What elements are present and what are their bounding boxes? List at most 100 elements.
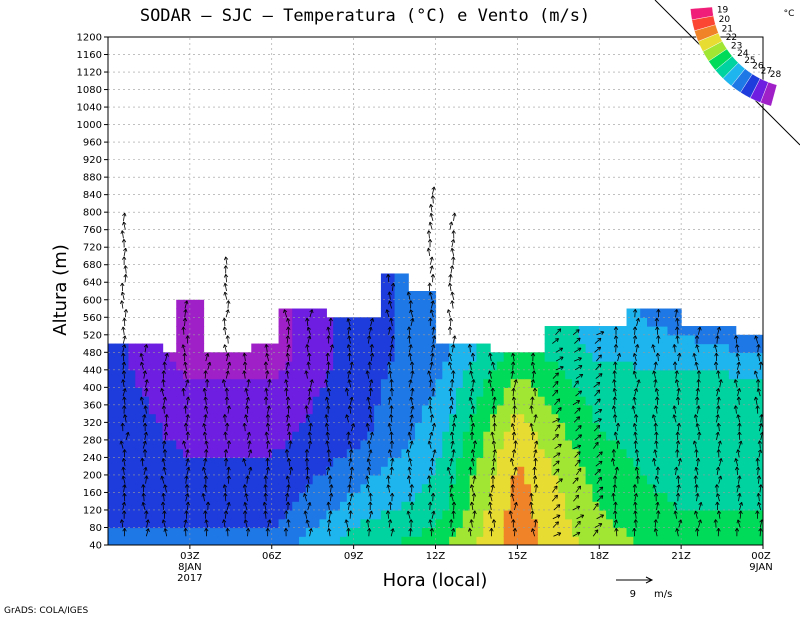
field-cell: [353, 457, 362, 467]
field-cell: [728, 343, 737, 353]
field-cell: [196, 352, 205, 362]
field-cell: [162, 422, 170, 432]
field-cell: [333, 536, 341, 545]
field-cell: [749, 352, 757, 362]
field-cell: [155, 448, 164, 459]
field-cell: [415, 396, 423, 406]
field-cell: [169, 483, 177, 494]
field-cell: [333, 518, 341, 529]
wind-barb: [448, 221, 454, 230]
field-cell: [606, 466, 614, 476]
y-tick-label: 120: [83, 505, 102, 516]
wind-barb: [695, 493, 700, 502]
field-cell: [333, 501, 341, 511]
field-cell: [230, 396, 239, 406]
field-cell: [756, 431, 763, 441]
field-cell: [742, 466, 750, 476]
field-cell: [421, 483, 430, 494]
field-cell: [749, 501, 757, 511]
wind-barb: [164, 414, 169, 423]
field-cell: [196, 527, 205, 537]
field-cell: [285, 501, 293, 511]
field-cell: [496, 352, 505, 362]
field-cell: [565, 466, 573, 476]
field-cell: [217, 387, 225, 397]
field-cell: [135, 352, 143, 362]
field-cell: [278, 361, 286, 371]
field-cell: [496, 448, 505, 459]
x-tick-label: 00Z: [751, 551, 771, 562]
wind-barb: [222, 317, 227, 327]
field-cell: [339, 466, 348, 476]
field-cell: [687, 334, 696, 345]
field-cell: [271, 439, 280, 450]
field-cell: [326, 492, 334, 502]
wind-barb: [265, 528, 270, 537]
field-cell: [148, 474, 157, 485]
wind-barb: [737, 475, 742, 484]
field-cell: [408, 431, 416, 441]
wind-barb: [205, 353, 210, 362]
wind-barb: [510, 475, 515, 484]
field-cell: [585, 509, 594, 520]
wind-barb: [387, 423, 392, 432]
field-cell: [619, 396, 628, 406]
wind-barb: [450, 440, 455, 449]
field-cell: [455, 413, 464, 423]
wind-barb: [263, 361, 269, 370]
wind-barb: [758, 484, 763, 493]
wind-barb: [432, 449, 437, 458]
field-cell: [565, 413, 573, 423]
field-cell: [640, 413, 648, 423]
wind-barb: [365, 519, 371, 528]
field-cell: [353, 466, 362, 476]
field-cell: [394, 439, 402, 450]
field-cell: [435, 509, 443, 520]
field-cell: [230, 439, 239, 450]
field-cell: [537, 483, 546, 494]
field-cell: [612, 492, 621, 502]
field-cell: [278, 378, 286, 388]
wind-barb: [144, 379, 149, 388]
field-cell: [319, 404, 327, 415]
field-cell: [483, 413, 491, 423]
field-cell: [108, 483, 116, 494]
field-cell: [251, 413, 259, 423]
wind-barb: [696, 405, 701, 414]
wind-barb: [716, 493, 721, 502]
field-cell: [551, 492, 559, 502]
field-cell: [367, 474, 375, 485]
field-cell: [299, 396, 307, 406]
field-cell: [128, 396, 136, 406]
field-cell: [148, 492, 157, 502]
field-cell: [531, 413, 539, 423]
field-cell: [121, 483, 130, 494]
field-cell: [326, 527, 334, 537]
wind-barb: [185, 379, 190, 388]
field-cell: [374, 378, 382, 388]
field-cell: [387, 334, 396, 345]
field-cell: [155, 369, 164, 380]
field-cell: [551, 448, 559, 459]
field-cell: [264, 352, 273, 362]
x-tick-year: 2017: [177, 573, 202, 584]
wind-barb: [121, 238, 127, 248]
field-cell: [346, 527, 355, 537]
field-cell: [728, 378, 737, 388]
field-cell: [537, 492, 546, 502]
field-cell: [196, 299, 205, 310]
field-cell: [408, 536, 416, 545]
wind-barb: [122, 528, 127, 537]
field-cell: [108, 343, 116, 353]
wind-scale-value: 9: [630, 589, 636, 600]
field-cell: [558, 387, 566, 397]
wind-barb: [552, 485, 558, 493]
field-cell: [633, 308, 641, 318]
field-cell: [756, 466, 763, 476]
field-cell: [258, 352, 266, 362]
field-cell: [264, 448, 273, 459]
field-cell: [647, 431, 655, 441]
wind-barb: [612, 370, 617, 379]
wind-barb: [429, 256, 434, 265]
field-cell: [108, 352, 116, 362]
